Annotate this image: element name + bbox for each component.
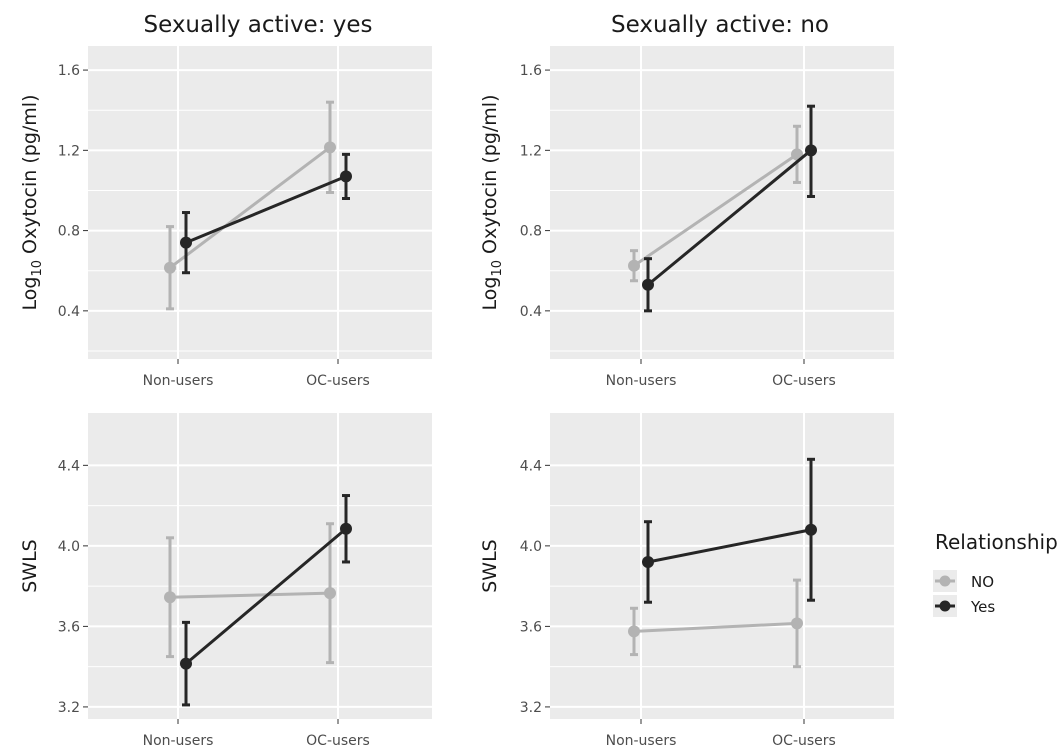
y-tick-label: 1.2: [58, 143, 80, 159]
data-point: [180, 657, 192, 670]
legend-point-yes: [939, 600, 951, 612]
series-no: [164, 522, 336, 665]
y-tick-label: 3.2: [520, 700, 542, 716]
y-axis-label-rest: Oxytocin (pg/ml): [19, 95, 41, 261]
y-axis-label: Log10 Oxytocin (pg/ml): [479, 95, 505, 311]
panel-1: 0.4 0.8 1.2 1.6 Non-users OC-users Log10 Oxyto…: [19, 46, 432, 389]
y-tick-label: 4.4: [520, 458, 542, 474]
x-tick-label: Non-users: [143, 733, 214, 749]
series-line: [169, 146, 331, 269]
data-point: [324, 141, 336, 154]
y-tick-label: 3.6: [58, 619, 80, 635]
legend: Relationship NO Yes: [933, 530, 1058, 617]
y-tick-label: 0.4: [520, 304, 542, 320]
y-tick-label: 0.8: [58, 224, 80, 240]
series-line: [169, 591, 331, 599]
data-point: [164, 591, 176, 604]
panel-background: [88, 46, 432, 359]
legend-title: Relationship: [935, 530, 1058, 554]
series-line: [647, 149, 812, 286]
panel-3: 3.2 3.6 4.0 4.4 Non-users OC-users SWLS: [19, 413, 432, 749]
x-tick-label: OC-users: [772, 373, 836, 389]
series-no: [628, 124, 803, 283]
y-axis-label-main: Log: [19, 277, 41, 311]
series-line: [633, 621, 798, 633]
series-line: [185, 175, 347, 245]
y-tick-label: 4.0: [58, 539, 80, 555]
data-point: [642, 278, 654, 291]
y-tick-label: 3.6: [520, 619, 542, 635]
y-axis-label: SWLS: [479, 539, 501, 593]
x-tick-label: Non-users: [606, 373, 677, 389]
legend-key-yes: [933, 595, 957, 617]
series-no: [628, 578, 803, 669]
data-point: [324, 587, 336, 600]
series-yes: [642, 457, 817, 604]
y-axis-label-subscript: 10: [30, 260, 45, 277]
panel-background: [550, 46, 894, 359]
data-point: [180, 236, 192, 249]
legend-key-no: [933, 570, 957, 592]
series-line: [647, 528, 812, 564]
data-point: [340, 522, 352, 535]
y-axis-label-main: SWLS: [479, 539, 501, 593]
panel-background: [550, 413, 894, 719]
data-point: [164, 261, 176, 274]
x-tick-label: OC-users: [306, 733, 370, 749]
data-point: [805, 144, 817, 157]
y-tick-label: 0.4: [58, 304, 80, 320]
data-point: [628, 625, 640, 638]
legend-label-no: NO: [971, 573, 994, 591]
data-point: [340, 170, 352, 183]
data-point: [628, 259, 640, 272]
y-tick-label: 1.6: [520, 63, 542, 79]
y-axis-label-subscript: 10: [490, 260, 505, 277]
y-tick-label: 1.6: [58, 63, 80, 79]
data-point: [791, 617, 803, 630]
data-point: [642, 555, 654, 568]
legend-point-no: [939, 575, 951, 587]
y-tick-label: 4.0: [520, 539, 542, 555]
column-title-right: Sexually active: no: [611, 12, 829, 38]
series-no: [164, 100, 336, 311]
data-point: [791, 148, 803, 161]
series-yes: [642, 104, 817, 313]
y-tick-label: 1.2: [520, 143, 542, 159]
y-axis-label: Log10 Oxytocin (pg/ml): [19, 95, 45, 311]
y-axis-label-main: SWLS: [19, 539, 41, 593]
legend-label-yes: Yes: [970, 598, 995, 616]
x-tick-label: OC-users: [306, 373, 370, 389]
series-yes: [180, 152, 352, 275]
x-tick-label: OC-users: [772, 733, 836, 749]
y-tick-label: 4.4: [58, 458, 80, 474]
column-title-left: Sexually active: yes: [143, 12, 372, 38]
panel-background: [88, 413, 432, 719]
y-tick-label: 3.2: [58, 700, 80, 716]
y-axis-label-main: Log: [479, 277, 501, 311]
data-point: [805, 523, 817, 536]
x-tick-label: Non-users: [143, 373, 214, 389]
y-tick-label: 0.8: [520, 224, 542, 240]
y-axis-label-rest: Oxytocin (pg/ml): [479, 95, 501, 261]
series-line: [185, 527, 347, 665]
x-tick-label: Non-users: [606, 733, 677, 749]
series-yes: [180, 494, 352, 707]
panel-4: 3.2 3.6 4.0 4.4 Non-users OC-users SWLS: [479, 413, 894, 749]
y-axis-label: SWLS: [19, 539, 41, 593]
series-line: [633, 153, 798, 267]
panel-2: 0.4 0.8 1.2 1.6 Non-users OC-users Log10 Oxyto…: [479, 46, 894, 389]
